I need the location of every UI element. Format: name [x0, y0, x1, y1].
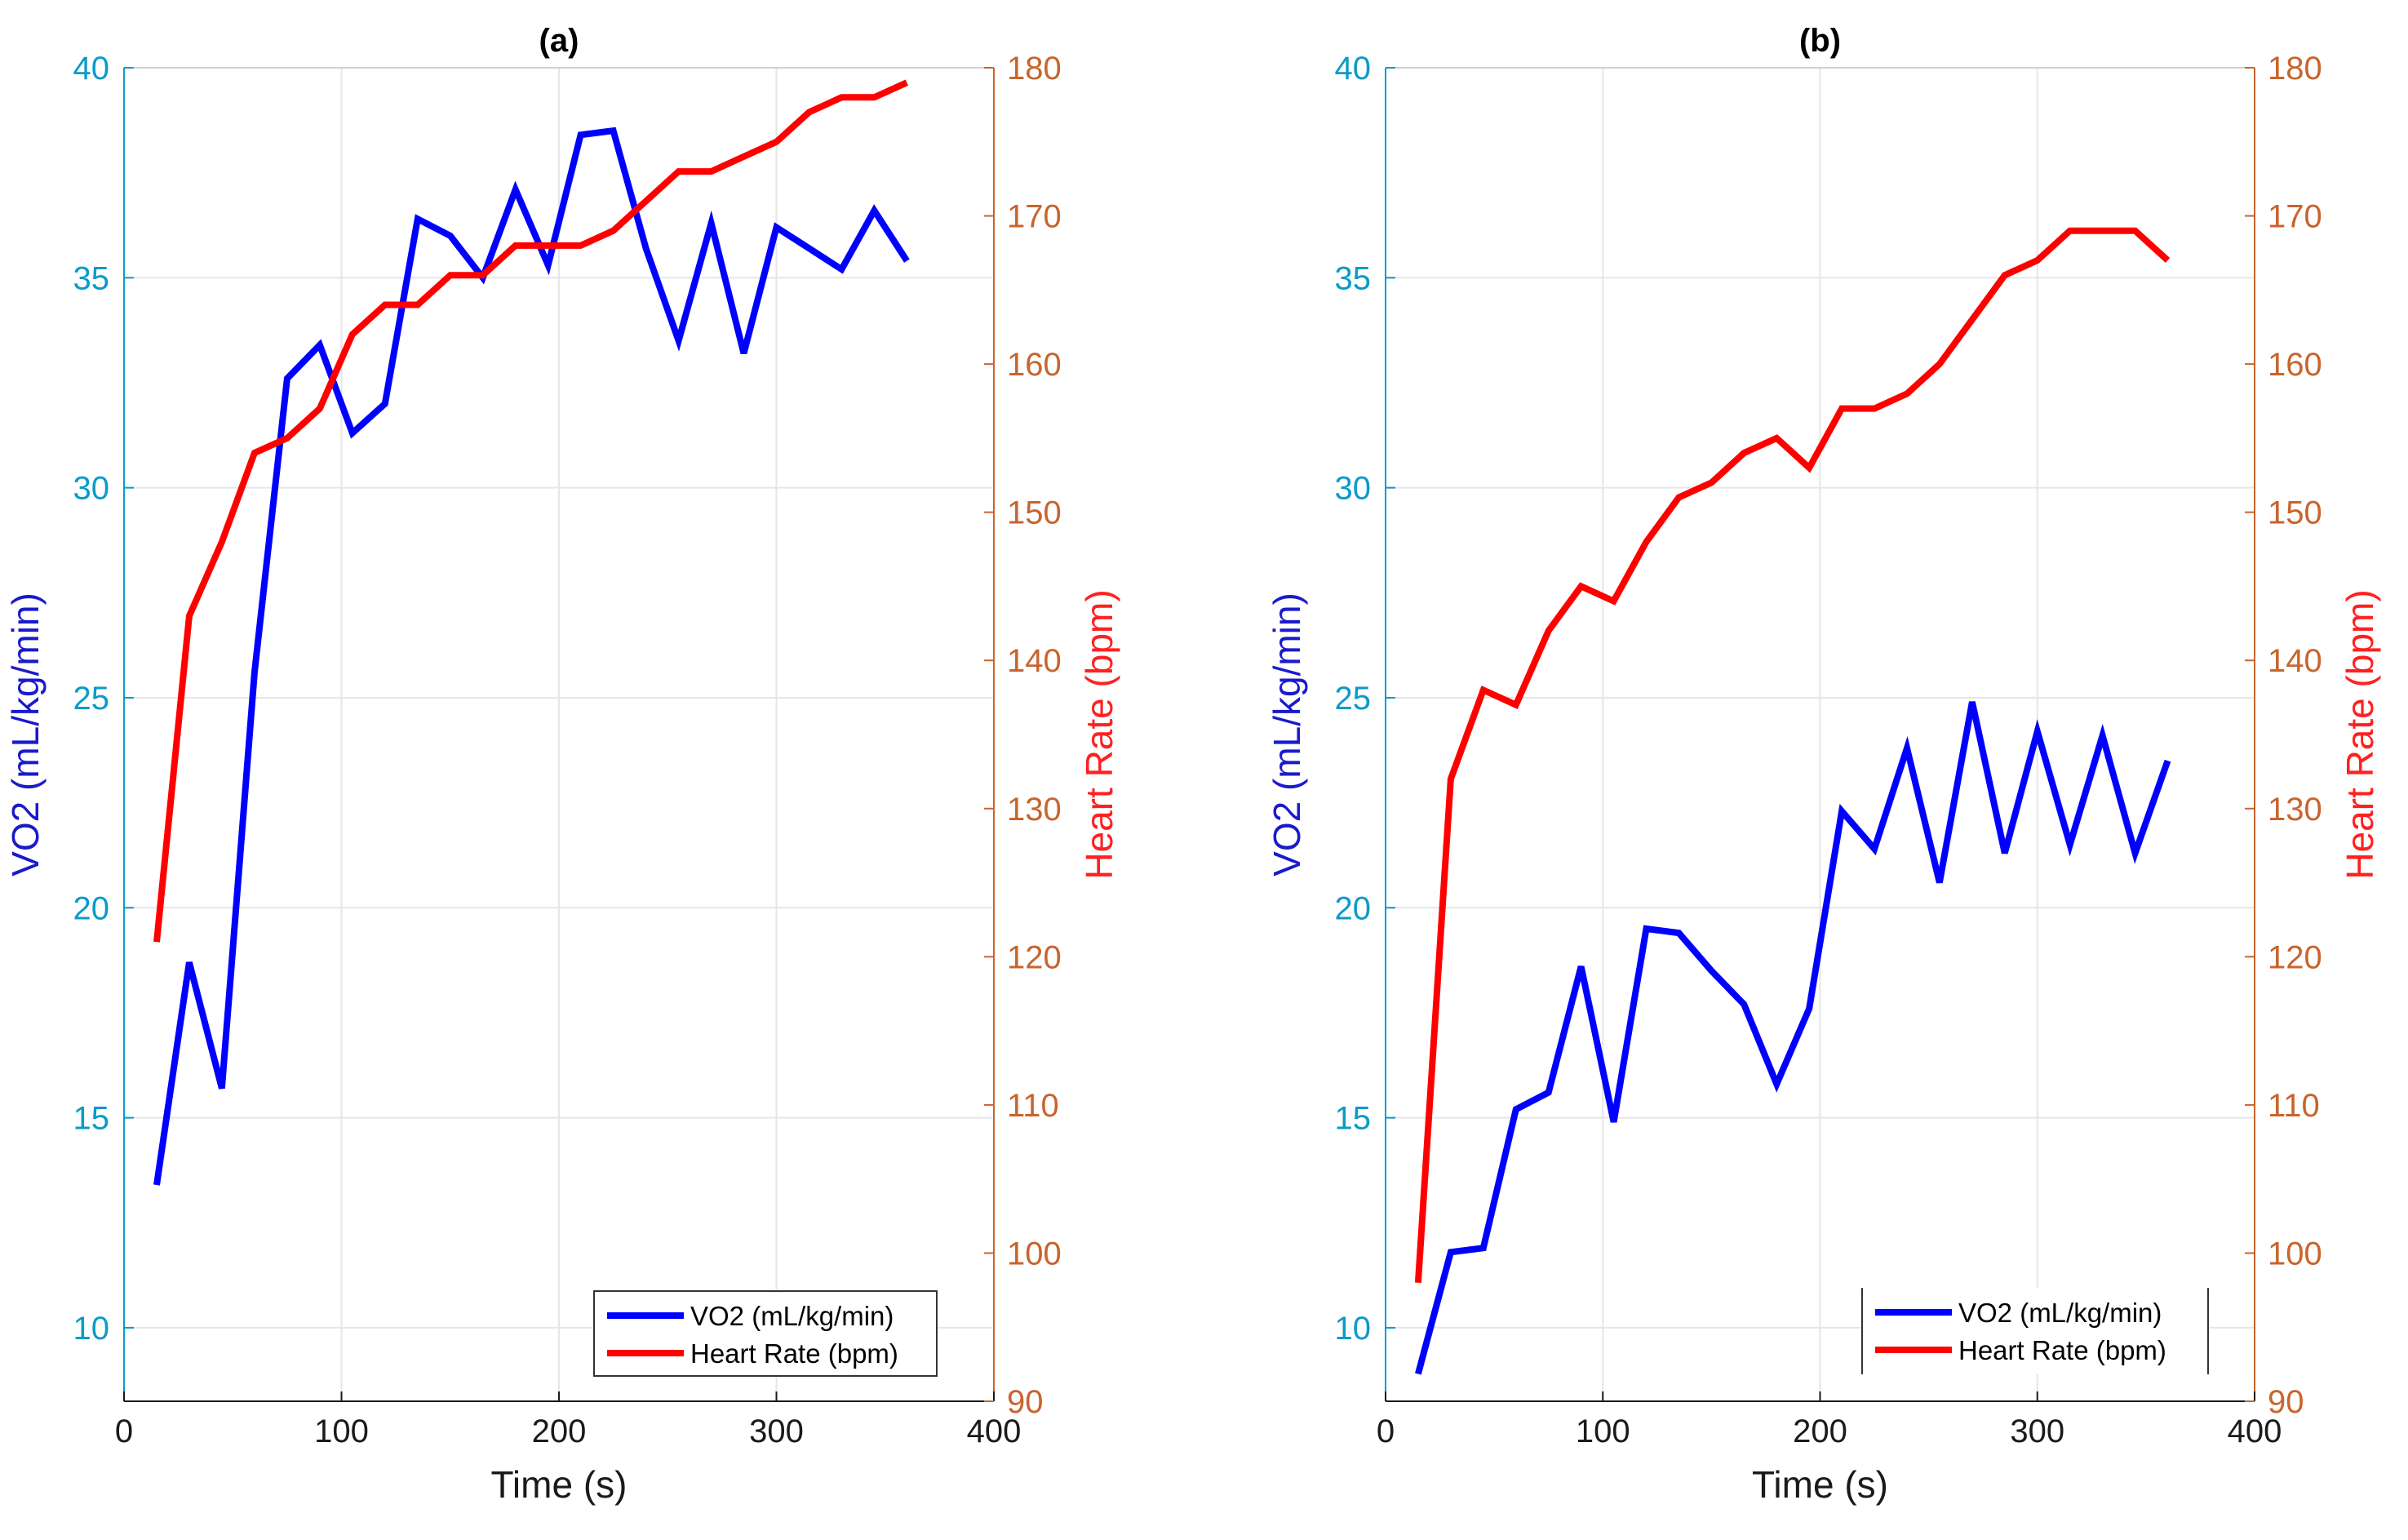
x-tick-label: 100: [1576, 1414, 1630, 1449]
right-y-tick-label: 90: [2268, 1384, 2304, 1420]
x-tick-label: 100: [314, 1414, 369, 1449]
left-y-tick-label: 25: [1335, 681, 1372, 717]
right-y-tick-label: 170: [1007, 199, 1062, 235]
left-y-tick-label: 15: [1335, 1101, 1372, 1137]
legend: VO2 (mL/kg/min) Heart Rate (bpm): [1861, 1288, 2209, 1374]
legend: VO2 (mL/kg/min) Heart Rate (bpm): [593, 1290, 938, 1377]
right-y-tick-label: 150: [1007, 495, 1062, 531]
legend-label-vo2: VO2 (mL/kg/min): [690, 1301, 894, 1331]
legend-label-vo2: VO2 (mL/kg/min): [1958, 1298, 2162, 1328]
right-y-tick-label: 180: [2268, 51, 2322, 87]
right-y-tick-label: 170: [2268, 199, 2322, 235]
left-y-tick-label: 40: [73, 51, 110, 87]
left-y-tick-label: 25: [73, 681, 110, 717]
right-y-tick-label: 100: [2268, 1236, 2322, 1271]
left-y-tick-label: 30: [1335, 471, 1372, 507]
right-y-tick-label: 120: [2268, 939, 2322, 975]
right-y-tick-label: 160: [1007, 347, 1062, 383]
right-y-tick-label: 130: [2268, 792, 2322, 828]
right-y-tick-label: 100: [1007, 1236, 1062, 1271]
panel-title: (a): [539, 23, 579, 59]
legend-label-heart-rate: Heart Rate (bpm): [1958, 1335, 2166, 1365]
x-tick-label: 400: [2228, 1414, 2282, 1449]
right-y-axis-label: Heart Rate (bpm): [1078, 589, 1120, 879]
right-y-axis-label: Heart Rate (bpm): [2339, 589, 2381, 879]
left-y-tick-label: 10: [73, 1311, 110, 1347]
right-y-tick-label: 130: [1007, 792, 1062, 828]
heart-rate-line: [153, 79, 909, 943]
right-y-tick-label: 160: [2268, 347, 2322, 383]
x-tick-label: 200: [532, 1414, 587, 1449]
left-y-tick-label: 30: [73, 471, 110, 507]
left-y-tick-label: 10: [1335, 1311, 1372, 1347]
right-y-tick-label: 140: [2268, 643, 2322, 679]
x-axis-label: Time (s): [491, 1463, 627, 1506]
left-y-tick-label: 40: [1335, 51, 1372, 87]
right-y-tick-label: 120: [1007, 939, 1062, 975]
right-y-tick-label: 180: [1007, 51, 1062, 87]
left-y-tick-label: 20: [73, 890, 110, 926]
x-tick-label: 300: [749, 1414, 804, 1449]
x-tick-label: 200: [1793, 1414, 1847, 1449]
right-y-tick-label: 90: [1007, 1384, 1044, 1420]
legend-box: [1862, 1288, 2208, 1374]
panel-b: 0 100 200 300 400 10 15 20 25 30 35 40 90 100 110 120 13…: [1266, 23, 2381, 1506]
right-y-tick-label: 110: [1007, 1088, 1059, 1124]
left-y-axis-label: VO2 (mL/kg/min): [1266, 592, 1308, 877]
vo2-line: [1415, 701, 2171, 1375]
left-y-tick-label: 35: [73, 260, 110, 296]
legend-label-heart-rate: Heart Rate (bpm): [690, 1338, 898, 1369]
left-y-tick-label: 35: [1335, 260, 1372, 296]
panel-title: (b): [1799, 23, 1841, 59]
x-tick-label: 0: [115, 1414, 133, 1449]
right-y-tick-label: 140: [1007, 643, 1062, 679]
left-y-tick-label: 20: [1335, 890, 1372, 926]
heart-rate-line: [1414, 227, 2171, 1284]
x-tick-label: 0: [1377, 1414, 1395, 1449]
x-tick-label: 400: [967, 1414, 1022, 1449]
x-axis-label: Time (s): [1752, 1463, 1888, 1506]
x-tick-label: 300: [2010, 1414, 2064, 1449]
left-y-tick-label: 15: [73, 1101, 110, 1137]
vo2-line: [153, 126, 910, 1186]
legend-box: [593, 1290, 938, 1377]
left-y-axis-label: VO2 (mL/kg/min): [4, 592, 47, 877]
right-y-tick-label: 150: [2268, 495, 2322, 531]
right-y-tick-label: 110: [2268, 1088, 2320, 1124]
panel-a: 0 100 200 300 400 10 15 20 25 30 35 40 90 100 110 120 13…: [4, 23, 1120, 1506]
